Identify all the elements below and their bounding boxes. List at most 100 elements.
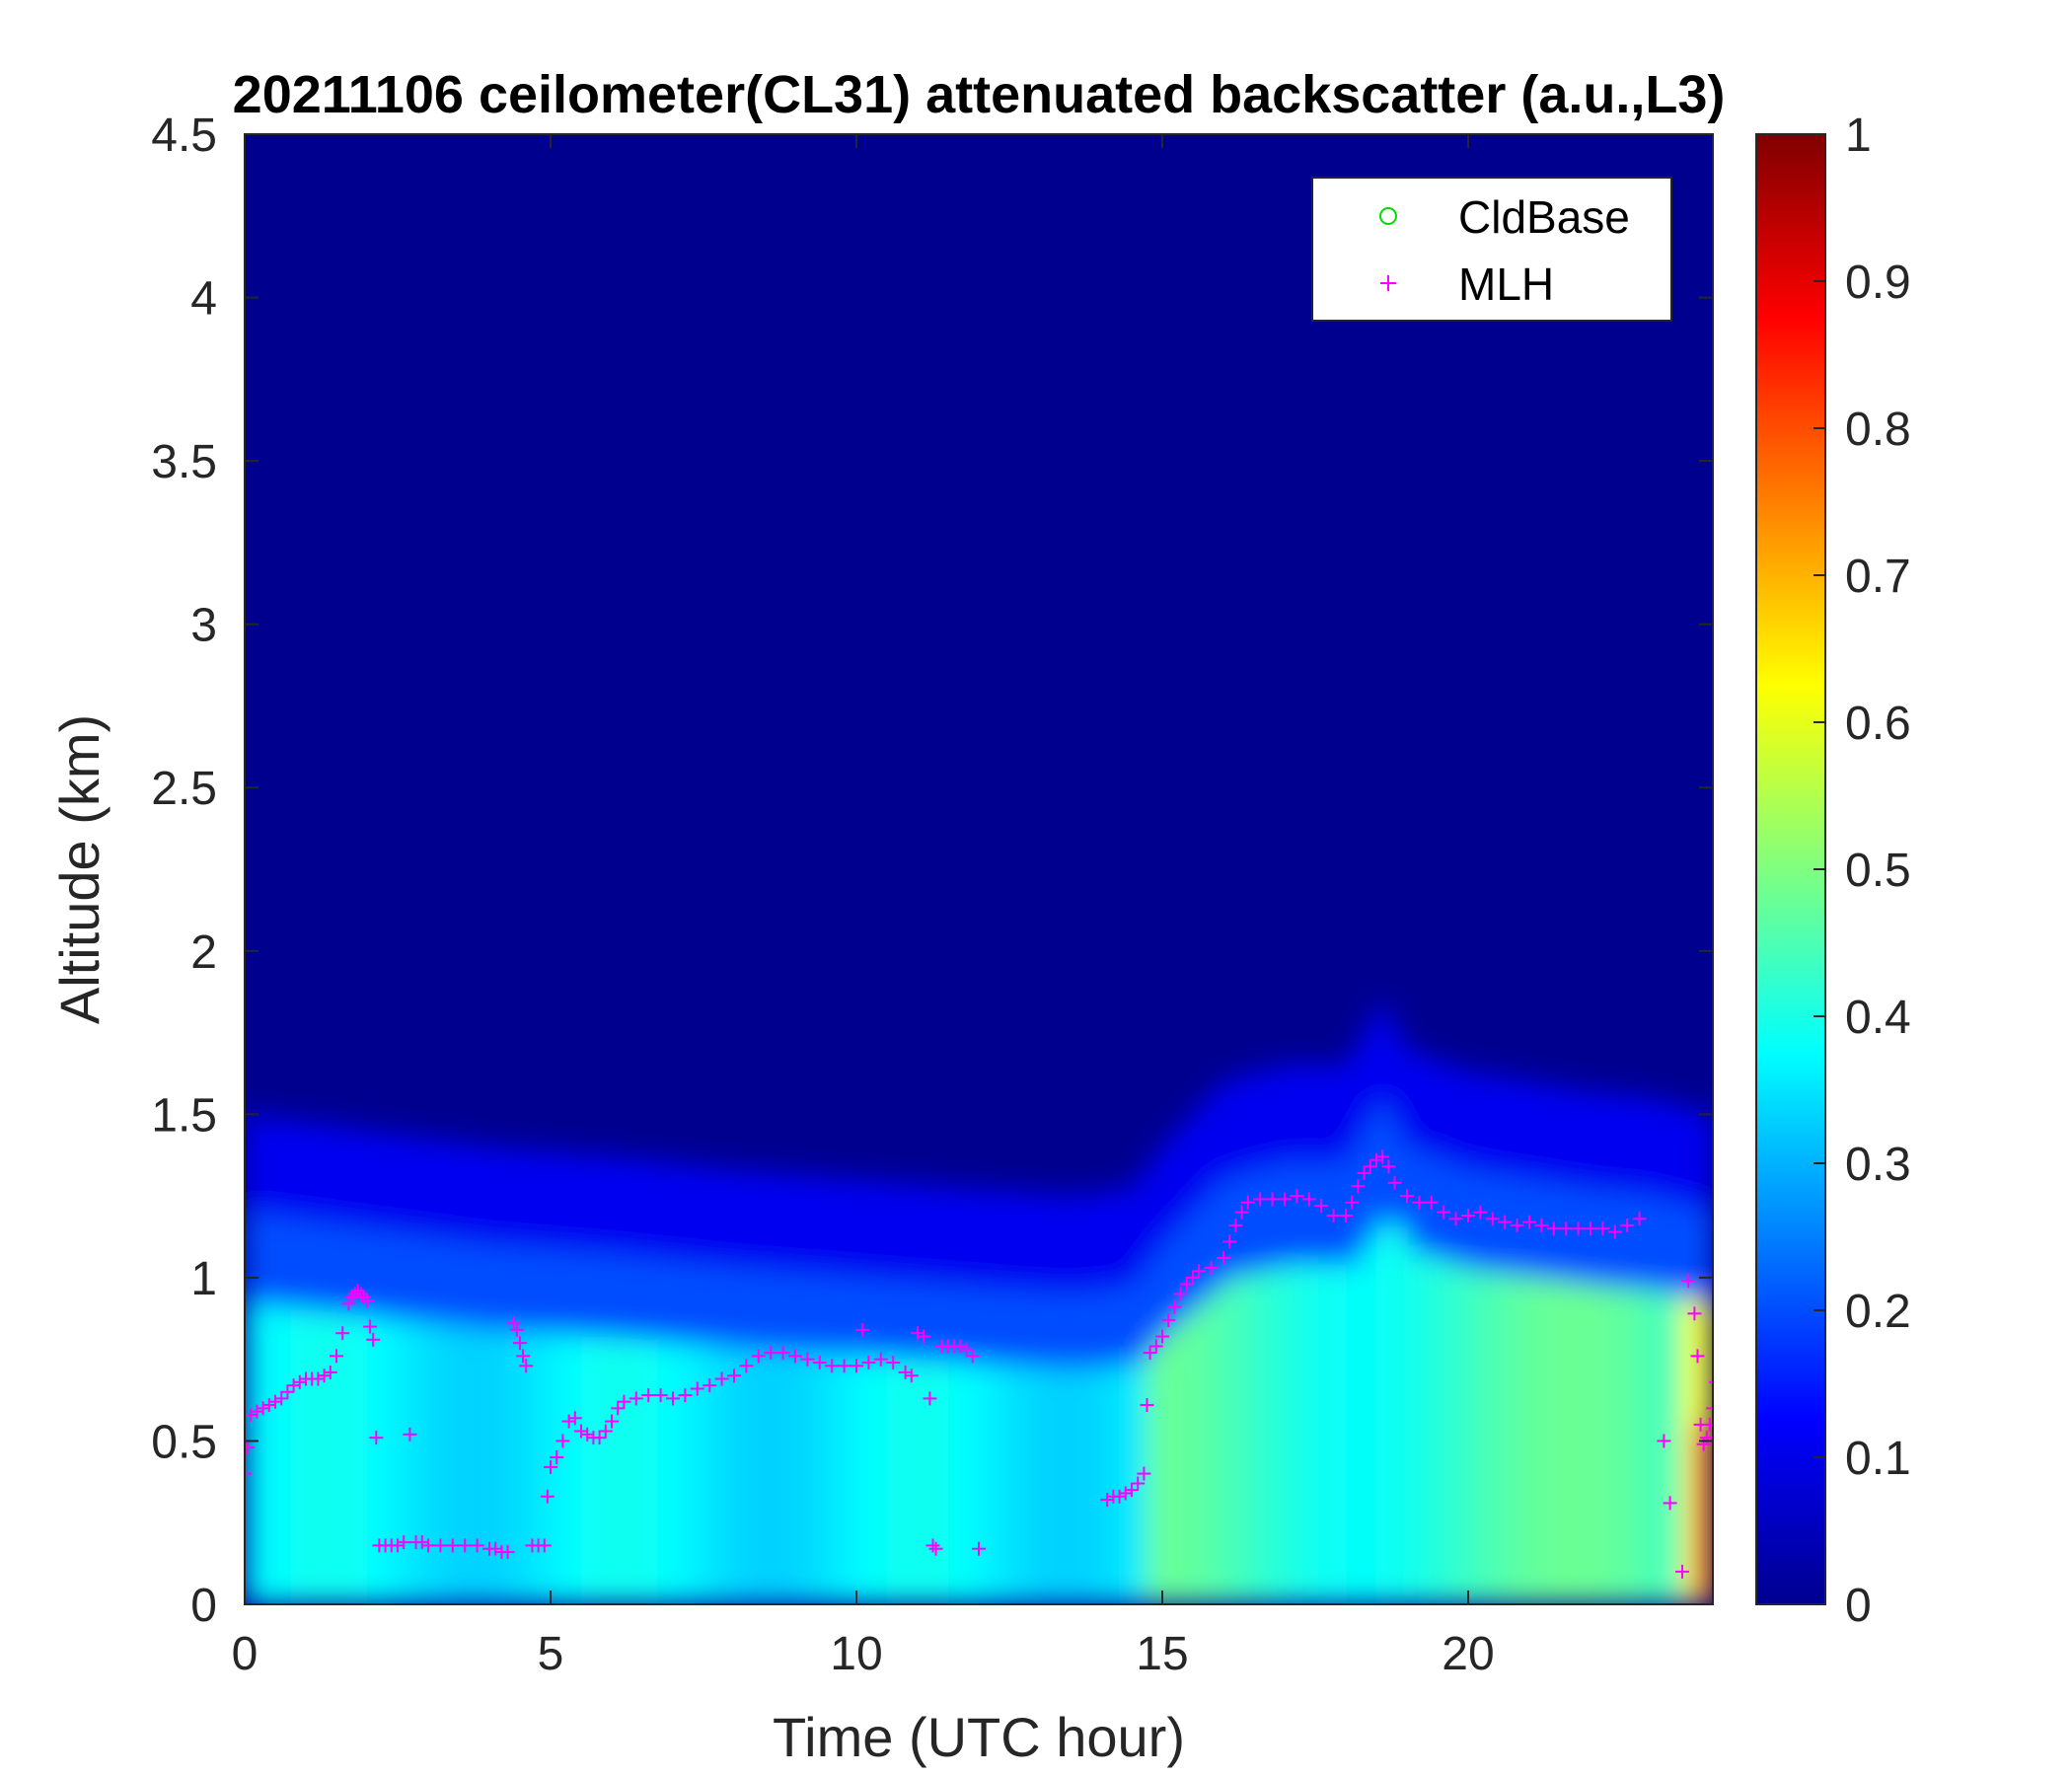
x-tick-label: 0 <box>232 1628 259 1680</box>
colorbar-tick-label: 0.1 <box>1845 1433 1911 1485</box>
mlh-point <box>861 1355 876 1369</box>
legend-mlh-marker <box>1380 275 1396 291</box>
mlh-point <box>1510 1218 1524 1232</box>
field-column <box>1116 1365 1133 1604</box>
mlh-point <box>1387 1175 1402 1190</box>
colorbar-tick-label: 1 <box>1845 110 1872 162</box>
colorbar-tick-label: 0.9 <box>1845 257 1911 309</box>
field-column <box>1652 1291 1668 1604</box>
field-column <box>1071 1369 1087 1604</box>
mlh-point <box>1632 1212 1647 1226</box>
mlh-point <box>250 1404 264 1419</box>
field-column <box>688 1344 704 1604</box>
field-column <box>795 1352 812 1604</box>
mlh-point <box>911 1326 925 1341</box>
field-column <box>902 1359 919 1604</box>
mlh-point <box>286 1378 301 1393</box>
legend-box <box>1311 177 1672 322</box>
y-tick-label: 3.5 <box>151 436 217 488</box>
mlh-point <box>1559 1221 1574 1236</box>
mlh-point <box>923 1391 937 1406</box>
field-column <box>612 1337 629 1604</box>
mlh-point <box>350 1284 365 1298</box>
mlh-point <box>873 1352 888 1367</box>
mlh-point <box>1155 1329 1169 1344</box>
field-column <box>596 1336 613 1604</box>
mlh-point <box>1234 1205 1249 1220</box>
mlh-point <box>403 1427 417 1442</box>
mlh-point <box>972 1541 986 1556</box>
field-column <box>1499 1273 1516 1604</box>
mlh-point <box>965 1349 980 1364</box>
field-column <box>979 1364 996 1604</box>
mlh-point <box>1448 1212 1463 1226</box>
mlh-point <box>356 1290 371 1304</box>
mlh-point <box>751 1349 766 1364</box>
mlh-point <box>1485 1212 1500 1226</box>
field-column <box>1208 1291 1224 1604</box>
mlh-point <box>837 1359 851 1373</box>
field-column <box>1376 1221 1393 1604</box>
mlh-point <box>1345 1195 1360 1210</box>
field-column <box>412 1321 429 1604</box>
field-column <box>1024 1367 1041 1604</box>
field-column <box>856 1356 873 1604</box>
mlh-point <box>1595 1221 1610 1236</box>
mlh-point <box>1265 1192 1280 1207</box>
field-column <box>826 1354 843 1604</box>
field-column <box>779 1351 796 1604</box>
field-column <box>1254 1271 1271 1604</box>
mlh-point <box>1253 1192 1268 1207</box>
mlh-point <box>330 1349 343 1364</box>
field-column <box>1346 1264 1363 1604</box>
y-tick-label: 4.5 <box>151 110 217 162</box>
mlh-point <box>1675 1564 1689 1579</box>
mlh-point <box>256 1401 270 1416</box>
field-column <box>1147 1347 1163 1604</box>
y-tick-label: 2.5 <box>151 763 217 815</box>
mlh-point <box>245 1407 259 1422</box>
mlh-point <box>1326 1208 1341 1222</box>
plot-frame <box>244 133 1714 1605</box>
mlh-point <box>776 1346 790 1361</box>
mlh-point <box>592 1431 607 1445</box>
x-tick-label: 10 <box>830 1628 882 1680</box>
field-column <box>1514 1275 1530 1604</box>
mlh-point <box>537 1538 552 1553</box>
y-tick-label: 0.5 <box>151 1416 217 1468</box>
mlh-point <box>1217 1251 1230 1266</box>
mlh-point <box>850 1359 863 1373</box>
field-column <box>535 1332 552 1604</box>
field-column <box>1468 1269 1485 1604</box>
mlh-series <box>245 1149 1713 1579</box>
mlh-point <box>391 1538 405 1553</box>
mlh-point <box>540 1489 555 1504</box>
field-column <box>428 1323 445 1604</box>
mlh-point <box>641 1388 656 1403</box>
field-column <box>1330 1264 1347 1604</box>
field-column <box>1315 1264 1332 1604</box>
field-column <box>489 1329 506 1604</box>
mlh-point <box>1192 1264 1207 1279</box>
mlh-point <box>1473 1205 1488 1220</box>
field-column <box>657 1341 674 1604</box>
mlh-point <box>500 1545 515 1560</box>
mlh-point <box>1706 1401 1713 1416</box>
mlh-point <box>764 1346 778 1361</box>
colorbar-tick-label: 0.5 <box>1845 845 1911 897</box>
field-column <box>474 1328 490 1604</box>
mlh-point <box>311 1371 326 1386</box>
field-column <box>245 1303 261 1604</box>
field-column <box>1682 1296 1699 1604</box>
mlh-point <box>917 1329 931 1344</box>
field-column <box>259 1305 276 1604</box>
mlh-point <box>470 1538 484 1553</box>
field-column <box>918 1360 934 1604</box>
colorbar: 0 0.1 0.2 0.3 0.4 0.5 0.6 0.7 0.8 0.9 1 <box>1755 110 1911 1632</box>
mlh-point <box>703 1378 717 1393</box>
mlh-point <box>268 1394 282 1409</box>
field-column <box>351 1315 368 1604</box>
field-column <box>1544 1279 1561 1604</box>
field-column <box>871 1357 888 1604</box>
warm-streak <box>1694 1424 1713 1604</box>
